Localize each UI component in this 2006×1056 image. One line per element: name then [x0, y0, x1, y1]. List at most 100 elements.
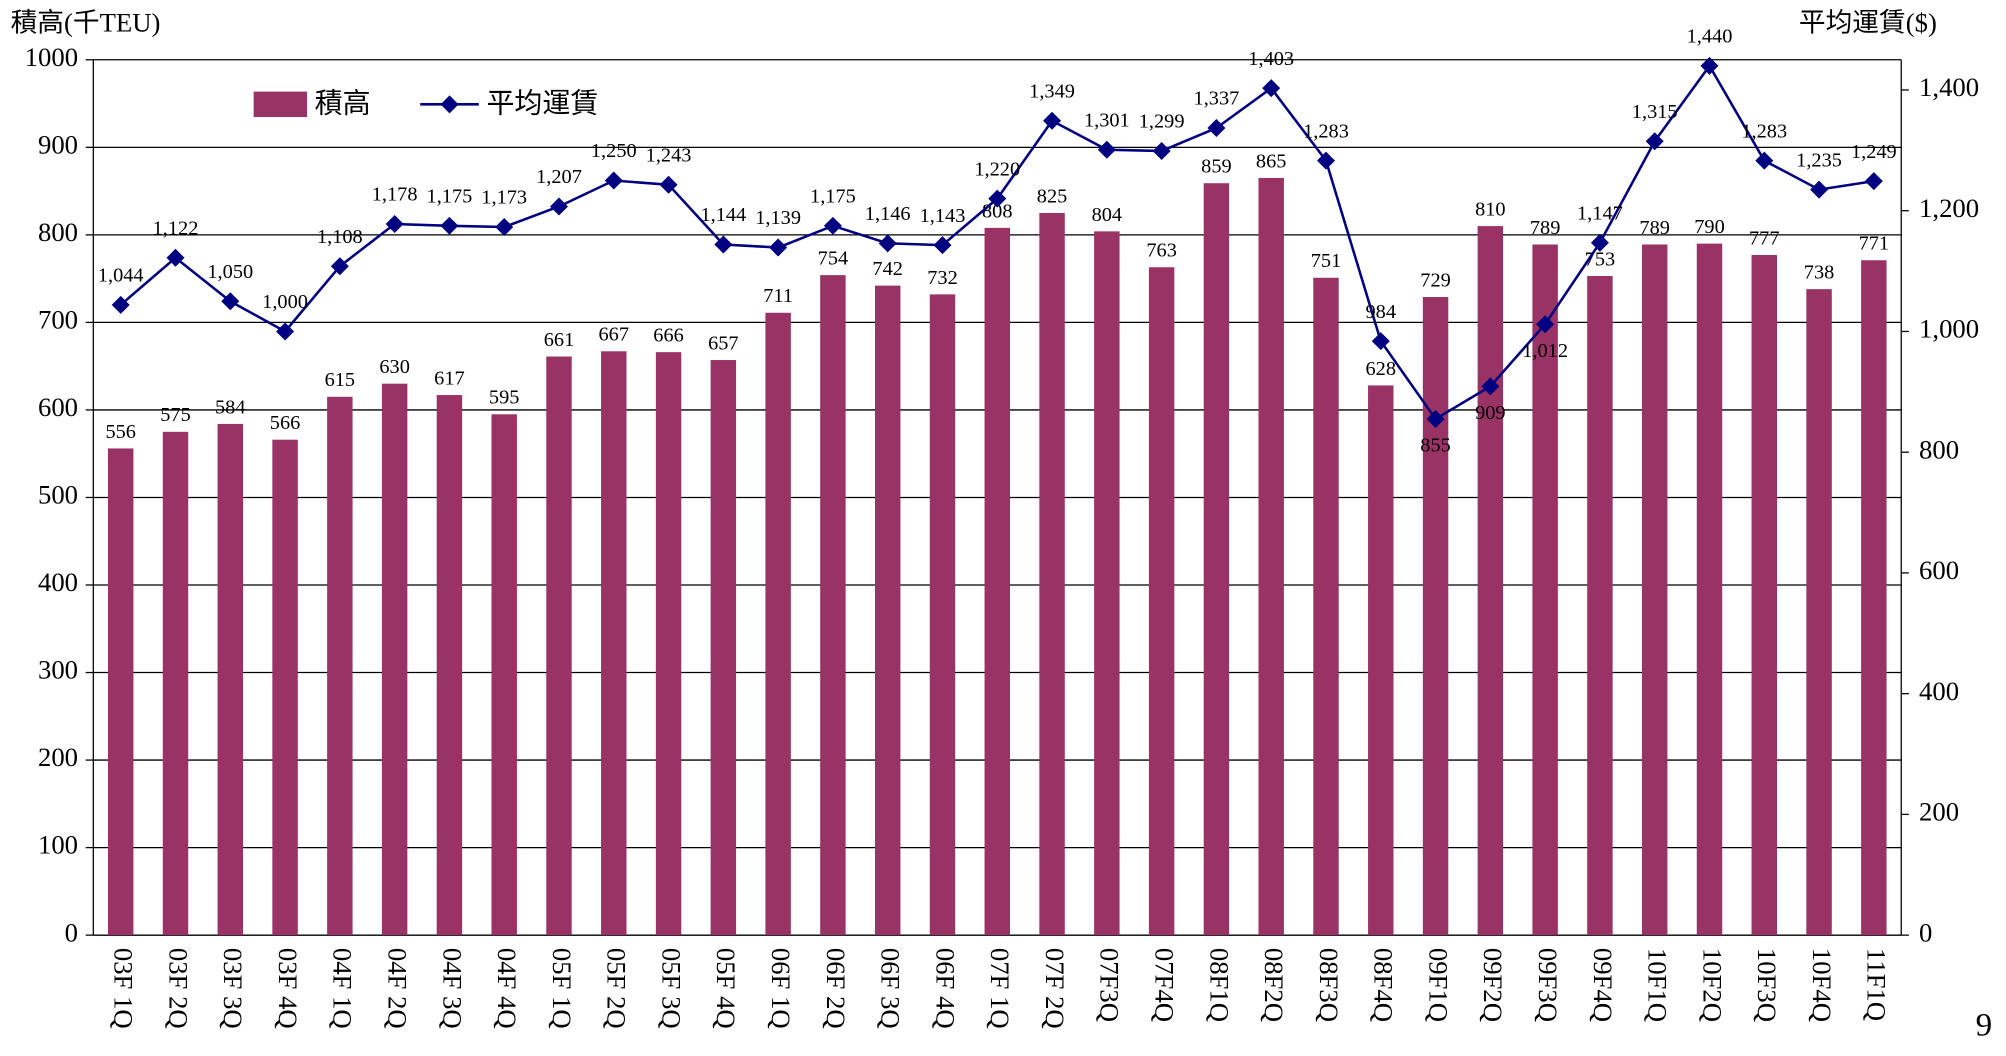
bar-value-label: 742: [872, 258, 903, 280]
bar-value-label: 615: [325, 369, 356, 391]
line-value-label: 1,283: [1741, 120, 1787, 142]
bar: [1641, 244, 1668, 936]
bar: [1861, 260, 1887, 936]
x-tick-label: 08F1Q: [1204, 948, 1234, 1022]
x-tick-label: 10F3Q: [1752, 948, 1782, 1022]
line-marker: [823, 216, 842, 235]
line-value-label: 1,283: [1303, 120, 1349, 142]
line-value-label: 1,299: [1139, 111, 1185, 133]
x-tick-label: 06F 3Q: [876, 948, 906, 1029]
line-marker: [549, 197, 568, 216]
bar-value-label: 556: [105, 421, 136, 443]
line-marker: [1755, 151, 1774, 170]
x-tick-label: 06F 1Q: [766, 948, 796, 1029]
page-number: 9: [1976, 1008, 1993, 1044]
line-marker: [111, 295, 130, 314]
line-marker: [385, 215, 404, 233]
y-tick-label: 0: [65, 917, 78, 947]
y-tick-label: 1000: [25, 42, 78, 72]
bar-value-label: 617: [434, 367, 465, 389]
bar: [217, 423, 243, 936]
y-axis-label: 積高(千TEU): [11, 8, 161, 38]
x-tick-label: 10F2Q: [1697, 948, 1727, 1022]
line-value-label: 1,000: [262, 291, 308, 313]
y2-axis-label: 平均運賃($): [1799, 8, 1937, 38]
bar: [1587, 276, 1613, 936]
x-tick-label: 05F 1Q: [547, 948, 577, 1029]
y2-tick-label: 0: [1919, 917, 1932, 947]
bar: [1094, 231, 1120, 936]
y-tick-label: 500: [38, 480, 78, 510]
line-value-label: 1,249: [1851, 141, 1897, 163]
line-value-label: 1,143: [920, 205, 966, 227]
x-tick-label: 07F 1Q: [985, 948, 1015, 1029]
y2-tick-label: 600: [1919, 555, 1959, 585]
line-value-label: 1,207: [536, 166, 582, 188]
x-tick-label: 03F 3Q: [218, 948, 248, 1029]
line-marker: [1426, 409, 1445, 428]
x-tick-label: 11F1Q: [1862, 948, 1892, 1021]
bar: [162, 431, 189, 936]
bar: [1422, 297, 1449, 936]
x-tick-label: 07F4Q: [1150, 948, 1180, 1022]
bar: [1532, 244, 1558, 936]
bar-value-label: 754: [818, 248, 849, 270]
line-value-label: 1,050: [207, 261, 253, 283]
legend-swatch: [253, 91, 308, 118]
bar: [1258, 177, 1284, 936]
y-tick-label: 800: [38, 217, 78, 247]
bar-value-label: 763: [1146, 240, 1177, 262]
legend-label: 平均運賃: [486, 86, 598, 119]
x-tick-label: 06F 4Q: [930, 948, 960, 1029]
line-marker: [495, 218, 514, 237]
bar-value-label: 751: [1311, 250, 1342, 272]
bar: [1368, 385, 1394, 936]
line-value-label: 1,012: [1522, 340, 1568, 362]
bar-value-label: 657: [708, 332, 739, 354]
x-tick-label: 09F3Q: [1533, 948, 1563, 1022]
y-tick-label: 900: [38, 129, 78, 159]
x-tick-label: 09F2Q: [1478, 948, 1508, 1022]
bar: [1477, 226, 1504, 936]
bar: [436, 395, 463, 936]
line-value-label: 1,175: [427, 185, 473, 207]
bar-value-label: 859: [1201, 156, 1232, 178]
bar-value-label: 804: [1092, 204, 1123, 226]
bar-value-label: 865: [1256, 150, 1287, 172]
line-marker: [1590, 233, 1609, 252]
y-tick-label: 100: [38, 830, 78, 860]
bar: [1148, 267, 1175, 936]
bar: [546, 356, 572, 936]
line-value-label: 1,403: [1248, 48, 1294, 70]
bar-value-label: 711: [763, 285, 793, 307]
line-marker: [1097, 140, 1116, 159]
line-marker: [1152, 141, 1171, 160]
x-tick-label: 08F2Q: [1259, 948, 1289, 1022]
line-marker: [714, 235, 733, 254]
x-tick-label: 06F 2Q: [821, 948, 851, 1029]
bar: [1696, 243, 1723, 936]
bar: [874, 285, 901, 936]
x-tick-label: 03F 2Q: [163, 948, 193, 1029]
bar-value-label: 630: [379, 356, 410, 378]
bar-value-label: 825: [1037, 185, 1068, 207]
bar-value-label: 667: [599, 324, 630, 346]
x-tick-label: 09F1Q: [1423, 948, 1453, 1022]
line-value-label: 855: [1420, 435, 1451, 457]
y2-tick-label: 1,400: [1919, 72, 1979, 102]
x-tick-label: 03F 4Q: [273, 948, 303, 1029]
bar: [1806, 289, 1832, 936]
line-value-label: 1,175: [810, 185, 856, 207]
bar: [601, 351, 627, 936]
x-tick-label: 10F4Q: [1807, 948, 1837, 1022]
line-marker: [1207, 119, 1226, 138]
bar-value-label: 789: [1639, 217, 1670, 239]
bar: [327, 396, 353, 936]
bar: [1751, 254, 1777, 936]
line-marker: [276, 322, 295, 341]
bar-value-label: 595: [489, 387, 520, 409]
y-tick-label: 200: [38, 742, 78, 772]
bar-value-label: 777: [1749, 227, 1780, 249]
line-value-label: 1,146: [865, 203, 911, 225]
